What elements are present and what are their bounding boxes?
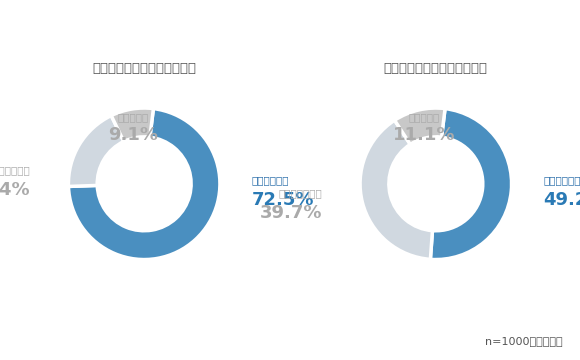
Wedge shape: [111, 108, 153, 141]
Text: 72.5%: 72.5%: [252, 192, 314, 210]
Text: 9.1%: 9.1%: [108, 126, 158, 144]
Title: 電子帳簿保存法への対応状況: 電子帳簿保存法への対応状況: [384, 62, 488, 76]
Wedge shape: [68, 109, 220, 260]
Text: n=1000　単数回答: n=1000 単数回答: [485, 336, 563, 346]
Text: 分からない: 分からない: [117, 112, 148, 122]
Text: 分からない: 分からない: [409, 112, 440, 122]
Text: 対応している: 対応している: [252, 175, 289, 185]
Text: 対応していない: 対応していない: [278, 188, 322, 198]
Wedge shape: [430, 109, 512, 260]
Text: 39.7%: 39.7%: [260, 203, 322, 221]
Wedge shape: [360, 120, 433, 259]
Wedge shape: [68, 116, 124, 186]
Text: 49.2%: 49.2%: [543, 192, 580, 210]
Text: 対応していない: 対応していない: [0, 165, 31, 175]
Text: 11.1%: 11.1%: [393, 126, 456, 144]
Text: 18.4%: 18.4%: [0, 181, 31, 199]
Text: 対応している: 対応している: [543, 175, 580, 185]
Wedge shape: [394, 108, 445, 144]
Title: インボイス制度への対応状況: インボイス制度への対応状況: [92, 62, 196, 76]
